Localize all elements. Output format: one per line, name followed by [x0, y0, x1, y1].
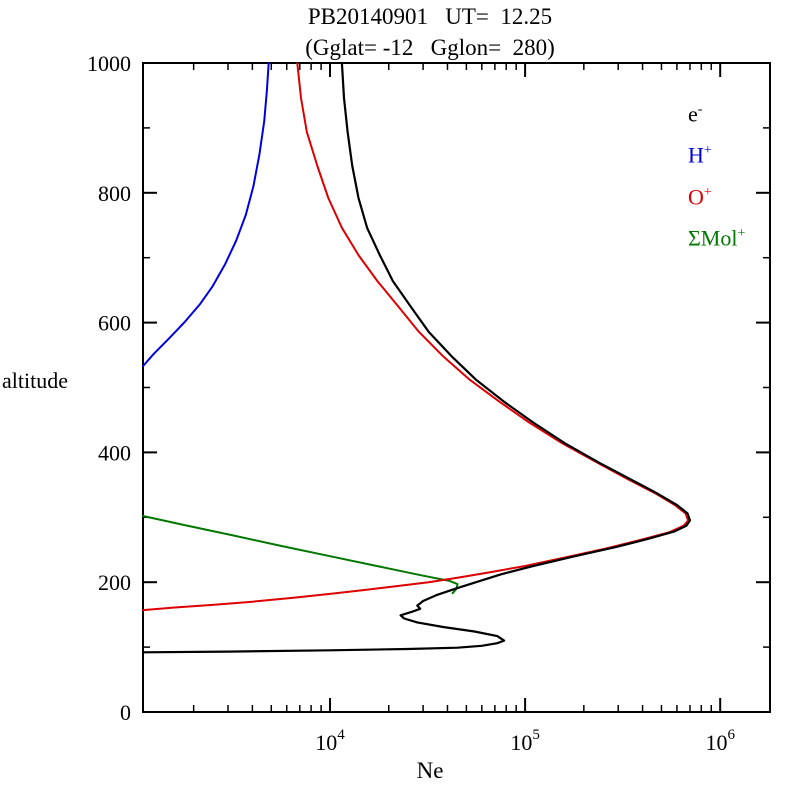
x-tick-label: 105: [510, 727, 540, 755]
curve-H+: [142, 62, 270, 368]
y-tick-label: 600: [98, 311, 131, 336]
legend-label-mol-plus: ΣMol: [688, 225, 738, 251]
x-tick-label: 106: [705, 727, 735, 755]
legend-label-h-plus: H: [688, 142, 704, 168]
legend-sup-h-plus: +: [703, 143, 712, 159]
y-tick-label: 200: [98, 570, 131, 595]
legend-item-mol-plus: ΣMol+: [688, 221, 745, 250]
plot-border: [142, 62, 771, 713]
legend-item-electron: e-: [688, 97, 745, 126]
curve-e-: [142, 62, 692, 654]
y-axis-title: altitude: [2, 368, 68, 393]
legend-label-o-plus: O: [688, 183, 704, 209]
legend-sup-electron: -: [697, 102, 703, 117]
axis-tick-labels: 0 200 400 600 800 1000 104 105 106: [87, 51, 735, 755]
chart-title-line2: (Gglat= -12 Gglon= 280): [305, 35, 555, 60]
curve-O+: [142, 62, 690, 612]
legend-item-h-plus: H+: [688, 138, 745, 168]
curves: [142, 62, 692, 654]
chart-title-line1: PB20140901 UT= 12.25: [307, 4, 553, 29]
legend: e- H+ O+ ΣMol+: [688, 97, 745, 262]
legend-label-electron: e: [688, 101, 698, 127]
legend-item-o-plus: O+: [688, 180, 745, 209]
x-tick-label: 104: [315, 727, 345, 755]
curve-SigmaMol+: [142, 515, 459, 595]
axis-ticks: [143, 62, 770, 713]
legend-sup-o-plus: +: [703, 184, 712, 200]
y-tick-label: 1000: [87, 51, 131, 76]
y-tick-label: 800: [98, 181, 131, 206]
y-tick-label: 0: [120, 700, 131, 725]
y-tick-label: 400: [98, 440, 131, 465]
legend-sup-mol-plus: +: [737, 225, 746, 241]
x-axis-title: Ne: [416, 758, 444, 783]
